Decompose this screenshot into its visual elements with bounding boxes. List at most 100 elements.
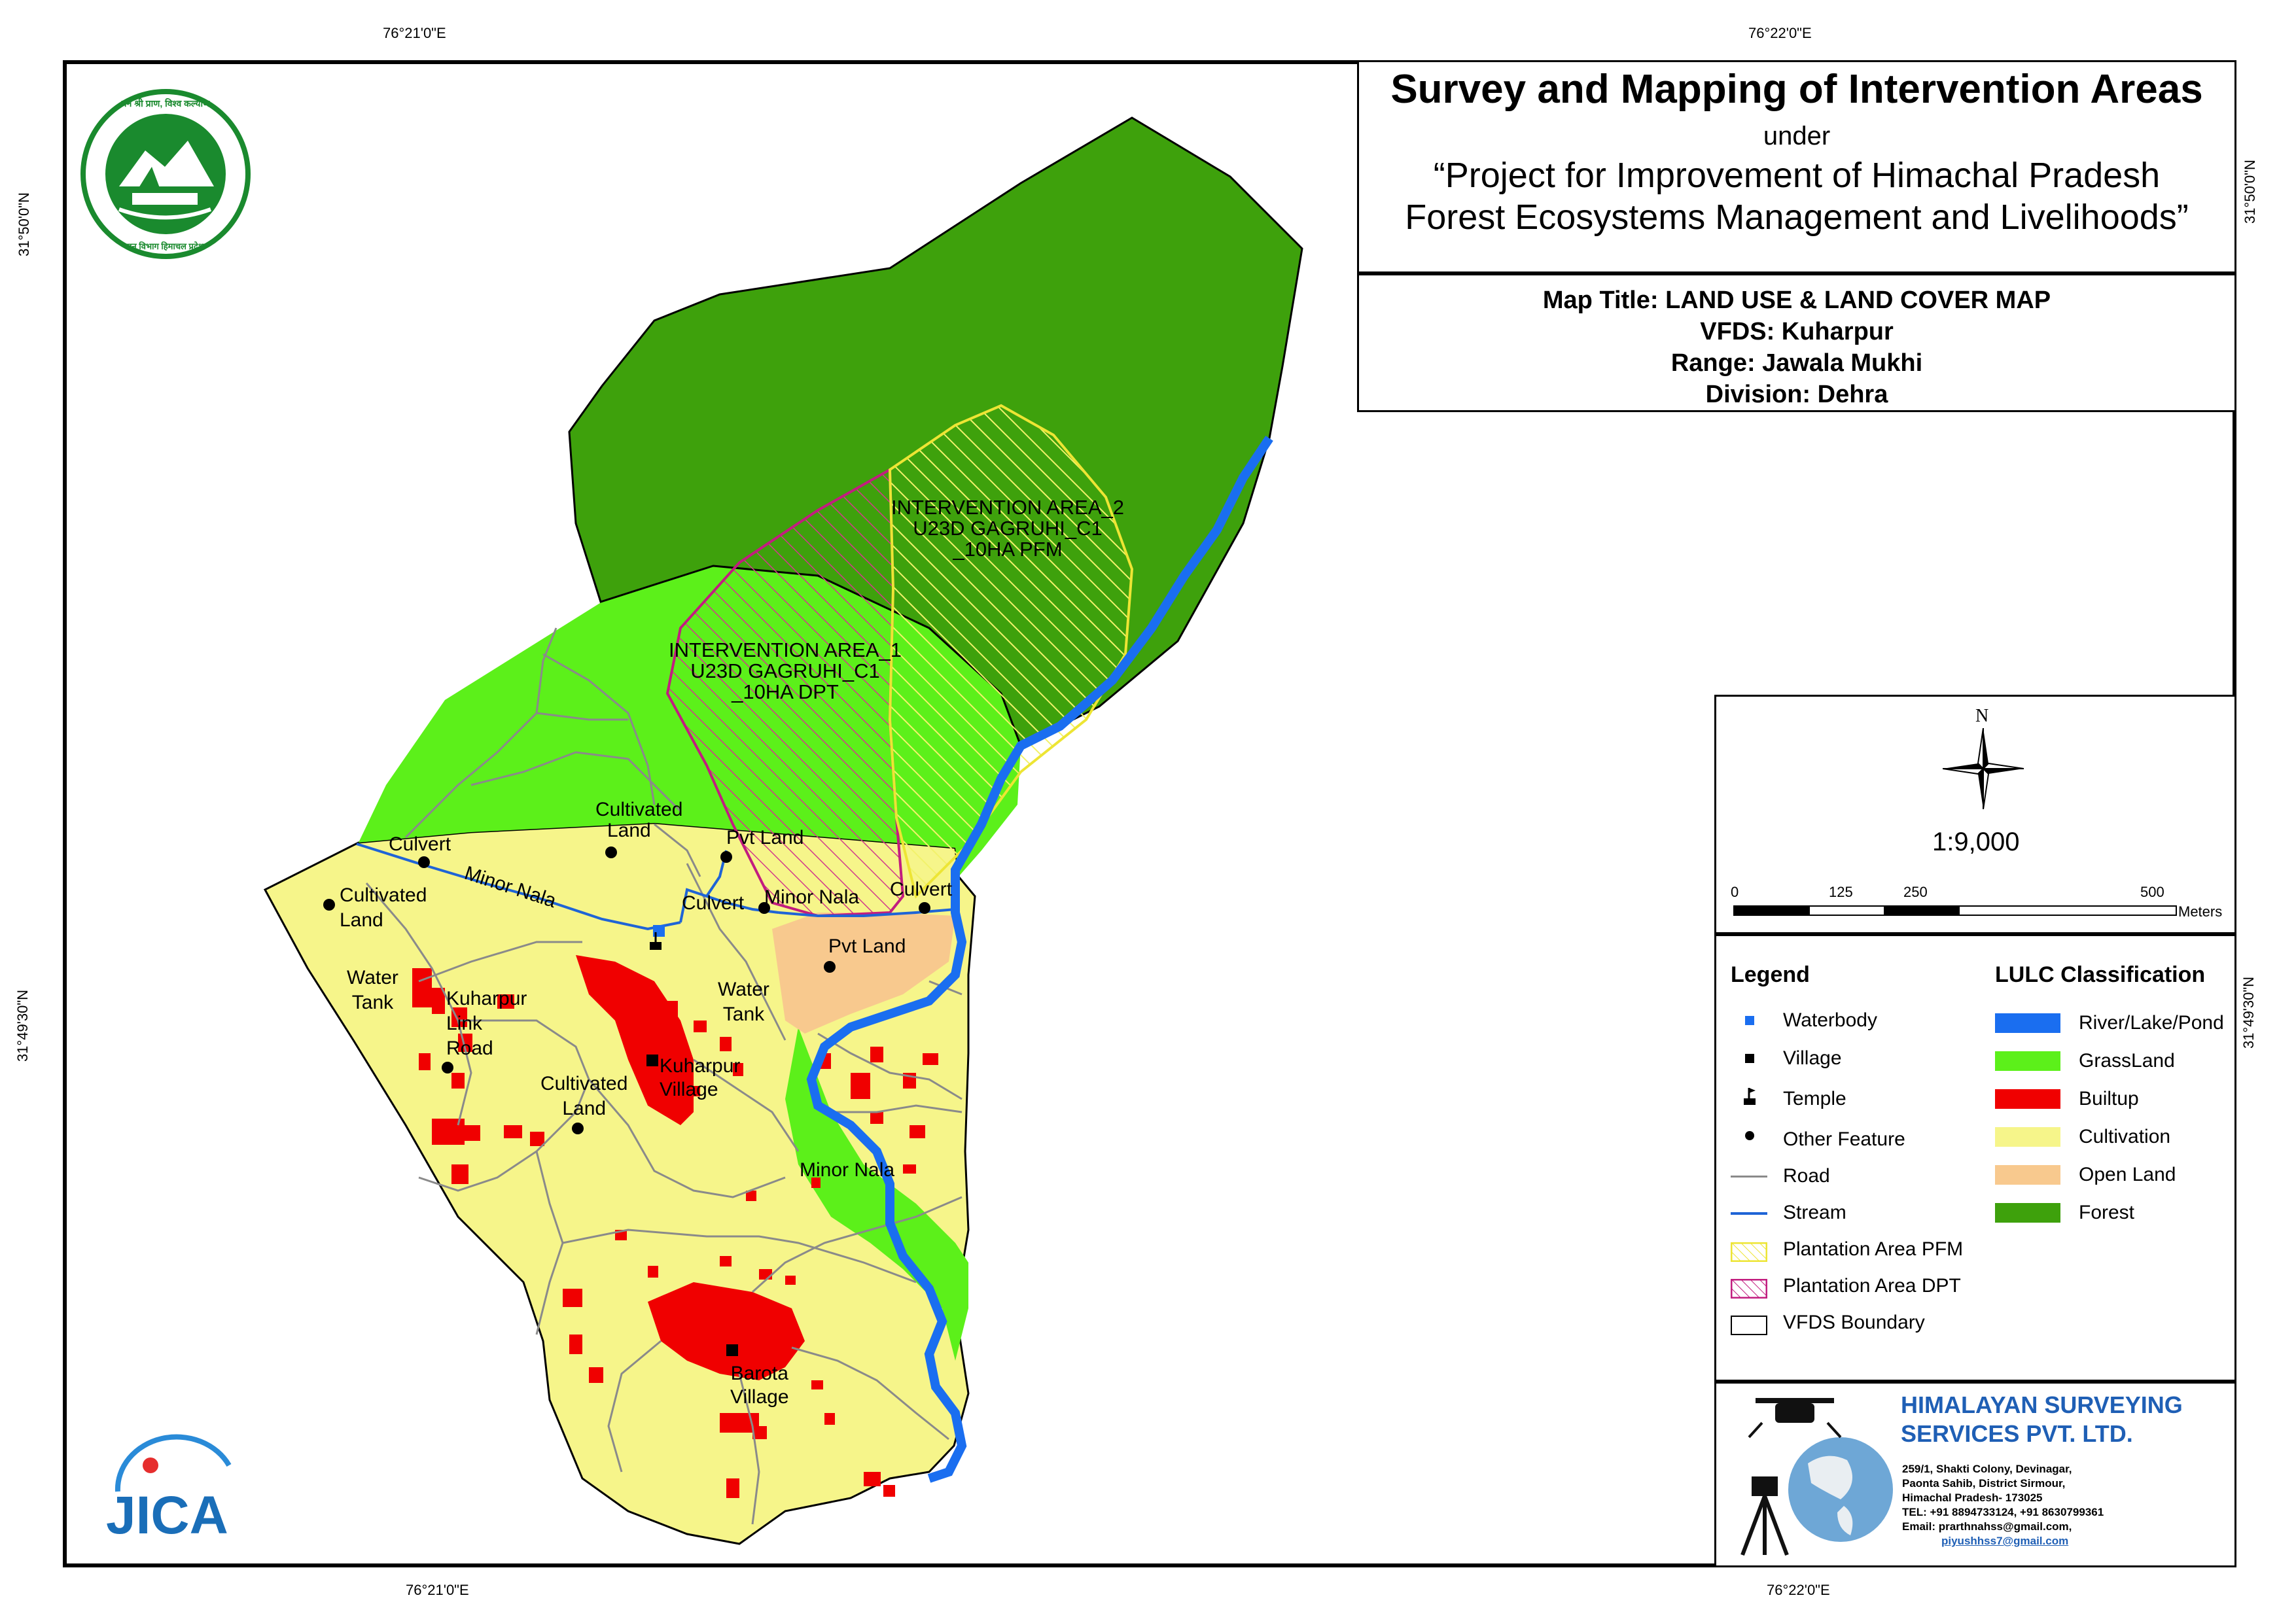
legend-label-waterbody: Waterbody [1783,1009,1877,1031]
other-feature-icon [1745,1131,1754,1140]
lulc-swatch-open-land [1995,1165,2060,1185]
legend-label-stream: Stream [1783,1202,1846,1223]
label-culvert-center: Culvert [682,892,745,914]
legend-label-vfds-boundary: VFDS Boundary [1783,1312,1925,1333]
label-kuharpur-village: Kuharpur Village [660,1055,741,1100]
lulc-label-river: River/Lake/Pond [2079,1012,2224,1034]
project-line-1: “Project for Improvement of Himachal Pra… [1433,156,2161,195]
address-line-2: Paonta Sahib, District Sirmour, [1902,1477,2066,1490]
label-water-tank-west: Water Tank [347,967,398,1013]
north-label: N [1975,706,1989,726]
legend-label-plantation-pfm: Plantation Area PFM [1783,1238,1964,1260]
legend-label-road: Road [1783,1165,1830,1187]
stream-icon [1731,1212,1767,1215]
label-culvert-east: Culvert [890,879,953,900]
scale-tick-0: 0 [1731,884,1739,900]
plantation-dpt-icon [1731,1279,1767,1299]
lulc-swatch-forest [1995,1203,2060,1223]
coord-bottom-right: 76°22'0"E [1767,1582,1830,1598]
lulc-label-builtup: Builtup [2079,1088,2139,1109]
legend-label-other-feature: Other Feature [1783,1128,1905,1150]
village-marker-kuharpur [646,1055,658,1066]
label-intervention-area-1: INTERVENTION AREA_1 U23D GAGRUHI_C1 _10HA … [668,638,902,703]
company-tel: TEL: +91 8894733124, +91 8630799361 [1902,1506,2104,1518]
label-minor-nala-south: Minor Nala [800,1159,895,1181]
label-intervention-area-2: INTERVENTION AREA_2 U23D GAGRUHI_C1 _10HA … [891,496,1125,561]
company-address: 259/1, Shakti Colony, Devinagar, Paonta … [1902,1462,2104,1548]
title-under: under [1763,122,1831,150]
hp-forest-logo-top-text: वन श्री प्राण, विश्व कल्याण [121,98,210,109]
label-culvert-west: Culvert [389,833,451,855]
label-cultivated-land-south: Cultivated Land [540,1073,628,1119]
company-name-line-2: SERVICES PVT. LTD. [1901,1420,2133,1447]
scale-tick-500: 500 [2140,884,2164,900]
scale-unit: Meters [2178,903,2223,920]
division-name: Division: Dehra [1705,381,1888,408]
label-kuharpur-link-road: Kuharpur Link Road [446,988,527,1059]
village-icon [1745,1054,1754,1063]
coord-top-right: 76°22'0"E [1748,25,1812,41]
legend-label-village: Village [1783,1047,1842,1069]
lulc-label-forest: Forest [2079,1202,2135,1223]
temple-marker [650,932,662,950]
label-cultivated-land-north: Cultivated Land [595,799,683,841]
company-box: HIMALAYAN SURVEYING SERVICES PVT. LTD. 2… [1714,1382,2236,1567]
jica-logo-text: JICA [106,1486,228,1545]
roads [365,627,963,1525]
label-pvt-land-center: Pvt Land [828,935,906,957]
scale-bar [1733,905,2177,916]
label-cultivated-land-west: Cultivated Land [340,884,427,931]
waterbody-icon [1745,1016,1754,1025]
range-name: Range: Jawala Mukhi [1670,349,1923,377]
lulc-swatch-builtup [1995,1089,2060,1109]
open-land-area [772,913,955,1034]
legend-label-temple: Temple [1783,1088,1846,1109]
lulc-label-cultivation: Cultivation [2079,1126,2171,1147]
lulc-swatch-river [1995,1013,2060,1033]
lulc-heading: LULC Classification [1995,962,2206,987]
title-box: Survey and Mapping of Intervention Areas… [1357,60,2236,273]
company-name-line-1: HIMALAYAN SURVEYING [1901,1391,2183,1418]
lulc-label-grassland: GrassLand [2079,1050,2175,1072]
label-minor-nala-center: Minor Nala [764,886,860,908]
legend-label-plantation-dpt: Plantation Area DPT [1783,1275,1961,1297]
coord-top-left: 76°21'0"E [383,25,446,41]
label-water-tank-center: Water Tank [718,979,769,1025]
label-pvt-land-north: Pvt Land [726,827,804,848]
other-features [323,846,930,1134]
label-barota-village: Barota Village [730,1363,789,1408]
company-email-1[interactable]: Email: prarthnahss@gmail.com, [1902,1520,2072,1533]
main-title: Survey and Mapping of Intervention Areas [1390,67,2203,112]
address-line-3: Himachal Pradesh- 173025 [1902,1492,2043,1504]
lulc-swatch-cultivation [1995,1127,2060,1147]
builtup-patches [412,955,938,1498]
coord-bottom-left: 76°21'0"E [406,1582,469,1598]
river [806,436,1273,1483]
road-icon [1731,1176,1767,1178]
scale-tick-125: 125 [1829,884,1853,900]
hp-forest-logo-bottom-text: वन विभाग हिमाचल प्रदेश [127,241,204,251]
lulc-label-open-land: Open Land [2079,1164,2176,1185]
village-marker-barota [726,1344,738,1356]
jica-logo: JICA [98,1426,242,1550]
project-line-2: Forest Ecosystems Management and Livelih… [1405,198,2189,237]
legend-heading: Legend [1731,962,1810,987]
hp-forest-logo: वन श्री प्राण, विश्व कल्याण वन विभाग हिम… [80,88,251,260]
plantation-pfm-icon [1731,1242,1767,1262]
vfds-name: VFDS: Kuharpur [1700,318,1894,345]
plantation-pfm-area [888,404,1134,899]
surveying-logo-icon [1740,1398,1893,1556]
scale-ratio: 1:9,000 [1932,828,2020,856]
vfds-boundary-icon [1731,1316,1767,1335]
scale-tick-250: 250 [1903,884,1928,900]
north-scale-box: N 1:9,000 0 125 250 500 Meters [1714,695,2236,934]
north-arrow-icon [1943,728,2024,809]
temple-icon [1744,1088,1756,1105]
company-email-2[interactable]: piyushhss7@gmail.com [1941,1535,2069,1547]
map-info-box: Map Title: LAND USE & LAND COVER MAP VFD… [1357,273,2236,412]
lulc-swatch-grassland [1995,1051,2060,1071]
map-title: Map Title: LAND USE & LAND COVER MAP [1542,287,2051,314]
legend-box: Legend LULC Classification Waterbody Vil… [1714,934,2236,1382]
address-line-1: 259/1, Shakti Colony, Devinagar, [1902,1463,2072,1475]
